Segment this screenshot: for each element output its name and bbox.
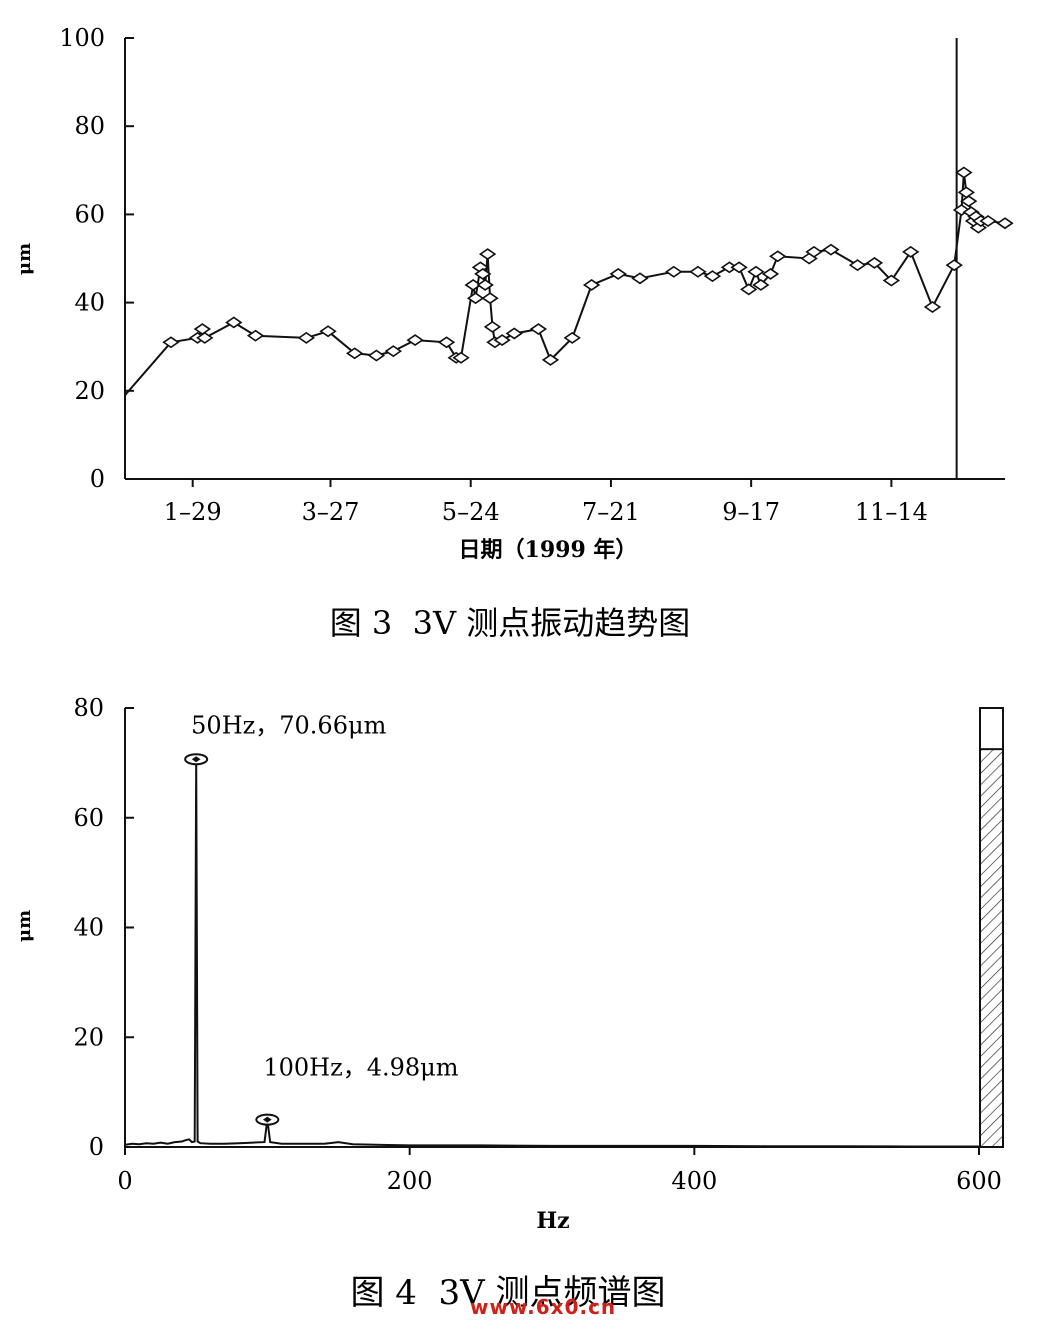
spectrum-x-tick-label: 400 xyxy=(671,1167,717,1195)
trend-point-marker xyxy=(563,331,581,344)
trend-point-marker xyxy=(631,272,649,285)
trend-x-tick-label: 3–27 xyxy=(302,498,360,526)
trend-point-marker xyxy=(761,267,780,280)
trend-point-marker xyxy=(945,259,963,272)
trend-point-marker xyxy=(406,334,424,347)
spectrum-chart: 0 20 40 60 80 0 200 400 600 50Hz，70.66μm 100Hz，4… xyxy=(14,694,1004,1313)
trend-y-tick-label: 0 xyxy=(90,465,105,493)
trend-point-marker xyxy=(162,336,180,349)
trend-point-marker xyxy=(960,195,978,208)
trend-point-marker xyxy=(437,336,456,349)
trend-point-marker xyxy=(996,217,1014,230)
trend-point-marker xyxy=(384,345,403,358)
spectrum-chart-x-ticks: 0 200 400 600 xyxy=(117,1147,1002,1195)
trend-y-tick-label: 60 xyxy=(74,200,105,228)
trend-point-marker xyxy=(246,329,265,342)
trend-point-marker xyxy=(529,323,548,336)
trend-point-marker xyxy=(582,278,601,291)
trend-point-marker xyxy=(541,353,560,366)
trend-y-tick-label: 80 xyxy=(74,112,105,140)
level-bar-fill xyxy=(979,748,1004,1148)
trend-point-marker xyxy=(848,259,867,272)
trend-point-marker xyxy=(225,316,243,329)
trend-point-marker xyxy=(703,270,722,283)
trend-point-marker xyxy=(822,243,840,256)
spectrum-x-tick-label: 200 xyxy=(387,1167,433,1195)
spectrum-peak-label: 50Hz，70.66μm xyxy=(191,711,386,739)
spectrum-x-tick-label: 0 xyxy=(117,1167,132,1195)
trend-point-marker xyxy=(747,265,765,278)
trend-point-marker xyxy=(689,265,707,278)
spectrum-y-tick-label: 0 xyxy=(89,1133,104,1161)
trend-x-tick-label: 11–14 xyxy=(855,498,928,526)
spectrum-peak-marker-core xyxy=(262,1116,272,1123)
trend-y-tick-label: 40 xyxy=(74,289,105,317)
spectrum-chart-axes xyxy=(124,708,1004,1148)
trend-x-tick-label: 1–29 xyxy=(164,498,222,526)
trend-point-marker xyxy=(902,245,920,258)
trend-point-marker xyxy=(957,186,975,199)
trend-chart-caption: 图 3 3V 测点振动趋势图 xyxy=(330,604,691,642)
spectrum-x-axis-label: Hz xyxy=(536,1208,569,1234)
trend-y-tick-label: 20 xyxy=(74,377,105,405)
trend-point-marker xyxy=(805,245,823,258)
trend-chart-x-ticks: 1–29 3–27 5–24 7–21 9–17 11–14 xyxy=(164,479,928,526)
trend-x-axis-label: 日期（1999 年） xyxy=(459,537,638,563)
spectrum-y-tick-label: 40 xyxy=(73,914,104,942)
trend-x-tick-label: 7–21 xyxy=(582,498,640,526)
trend-point-marker xyxy=(979,215,997,227)
trend-point-marker xyxy=(466,292,485,305)
trend-point-marker xyxy=(476,278,494,291)
trend-series-line xyxy=(124,172,1006,396)
trend-point-marker xyxy=(483,320,502,333)
trend-point-marker xyxy=(955,166,973,179)
trend-x-tick-label: 5–24 xyxy=(442,498,500,526)
trend-point-marker xyxy=(865,256,884,269)
trend-chart: 0 20 40 60 80 100 1–29 3–27 5–24 7–21 9–17 11–14 μ… xyxy=(14,24,1014,642)
trend-point-marker xyxy=(478,248,497,261)
trend-point-marker xyxy=(346,347,364,360)
trend-point-marker xyxy=(923,301,942,313)
spectrum-y-tick-label: 80 xyxy=(73,694,104,722)
trend-point-marker xyxy=(882,274,901,287)
spectrum-x-tick-label: 600 xyxy=(956,1167,1002,1195)
spectrum-chart-y-ticks: 0 20 40 60 80 xyxy=(73,694,134,1161)
trend-y-axis-label: μm xyxy=(14,243,35,275)
trend-y-tick-label: 100 xyxy=(59,24,105,52)
spectrum-y-tick-label: 60 xyxy=(73,804,104,832)
spectrum-annotations: 50Hz，70.66μm 100Hz，4.98μm xyxy=(191,711,459,1081)
trend-point-marker xyxy=(474,267,492,280)
trend-series-markers xyxy=(162,166,1014,366)
trend-point-marker xyxy=(505,327,523,340)
trend-point-marker xyxy=(481,292,499,305)
trend-point-marker xyxy=(464,278,482,291)
spectrum-peak-markers xyxy=(184,753,280,1126)
spectrum-y-axis-label: μm xyxy=(14,910,35,942)
trend-point-marker xyxy=(769,250,787,263)
watermark: www.6x0.cn xyxy=(470,1295,617,1319)
trend-point-marker xyxy=(367,349,386,362)
trend-point-marker xyxy=(730,261,748,274)
spectrum-series-line xyxy=(124,759,979,1148)
level-bar xyxy=(979,707,1004,1148)
trend-point-marker xyxy=(609,267,627,280)
trend-point-marker xyxy=(752,278,770,291)
trend-x-tick-label: 9–17 xyxy=(722,498,780,526)
trend-point-marker xyxy=(196,331,214,344)
trend-point-marker xyxy=(493,334,511,347)
trend-point-marker xyxy=(665,265,683,278)
trend-chart-axes xyxy=(124,38,1005,480)
spectrum-peak-marker-core xyxy=(191,756,201,763)
trend-point-marker xyxy=(297,331,315,344)
spectrum-y-tick-label: 20 xyxy=(73,1023,104,1051)
trend-point-marker xyxy=(740,283,758,296)
trend-point-marker xyxy=(319,325,337,338)
trend-point-marker xyxy=(452,351,470,364)
trend-chart-y-ticks: 0 20 40 60 80 100 xyxy=(59,24,134,493)
spectrum-chart-caption: 图 4 3V 测点频谱图 xyxy=(350,1273,665,1313)
spectrum-peak-label: 100Hz，4.98μm xyxy=(263,1054,458,1082)
